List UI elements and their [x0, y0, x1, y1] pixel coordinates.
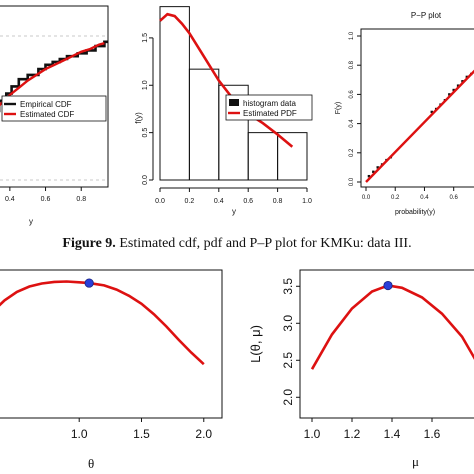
mu-x-tick-label: 1.0: [304, 427, 321, 441]
histogram-bar: [188, 68, 220, 181]
pdf-x-tick-label: 0.4: [214, 198, 224, 205]
pp-y-tick-label: 0.0: [349, 177, 355, 186]
pdf-estimated-curve: [159, 12, 294, 148]
pp-point: [376, 166, 379, 169]
pdf-x-tick-label: 1.0: [302, 198, 312, 205]
mu-x-label: μ: [412, 454, 419, 469]
pp-y-tick-label: 0.2: [349, 148, 355, 157]
pp-point: [430, 110, 433, 114]
pdf-x-tick-label: 0.6: [243, 198, 253, 205]
theta-x-ticks: 1.0 1.5 2.0: [71, 418, 212, 441]
pdf-x-tick-label: 0.0: [155, 198, 165, 205]
figure-caption-text: Estimated cdf, pdf and P–P plot for KMKu…: [119, 236, 412, 251]
cdf-chart: 0.4 0.6 0.8 y Empirical CDF Estimated CDF: [0, 5, 109, 226]
mu-y-ticks: 2.0 2.5 3.0 3.5: [281, 278, 300, 406]
theta-x-label: θ: [88, 456, 94, 471]
mu-x-ticks: 1.0 1.2 1.4 1.6: [304, 418, 441, 441]
theta-x-tick-label: 1.0: [71, 427, 88, 441]
pp-reference-line: [365, 69, 474, 183]
pp-y-ticks: 0.0 0.2 0.4 0.6 0.8 1.0: [349, 31, 361, 186]
pp-y-label: F(y): [335, 102, 342, 114]
cdf-x-tick-label: 0.4: [5, 196, 15, 203]
pdf-histogram-bars: [159, 6, 308, 181]
mu-plot-area: [310, 280, 474, 370]
pp-point: [465, 75, 469, 79]
likelihood-mu-chart: 1.0 1.2 1.4 1.6 2.0 2.5 3.0 3.5 μ L(θ, μ): [248, 269, 474, 469]
pdf-legend: histogram data Estimated PDF: [225, 94, 313, 121]
cdf-legend-box: [1, 95, 107, 122]
cdf-legend-estimated: Estimated CDF: [20, 110, 74, 119]
pp-x-ticks: 0.0 0.2 0.4 0.6: [362, 187, 459, 201]
likelihood-theta-chart: 1.0 1.5 2.0 θ: [0, 269, 223, 471]
pdf-legend-estimated: Estimated PDF: [243, 109, 297, 118]
cdf-x-label: y: [29, 217, 33, 226]
figure-caption: Figure 9. Estimated cdf, pdf and P–P plo…: [0, 236, 474, 252]
pp-y-tick-label: 0.6: [349, 90, 355, 99]
pp-chart: P−P plot 0.0 0.2 0.4 0.6 0.0 0.2 0.4 0.6 0.8 1.0…: [335, 11, 474, 216]
pp-point: [367, 174, 371, 178]
pdf-y-tick-label: 0.5: [142, 128, 149, 138]
pdf-legend-box: [225, 94, 313, 121]
mu-x-tick-label: 1.4: [384, 427, 401, 441]
pp-y-tick-label: 0.8: [349, 60, 355, 69]
pp-x-label: probability(y): [395, 209, 435, 216]
pp-point: [452, 88, 455, 92]
pdf-x-tick-label: 0.2: [185, 198, 195, 205]
mu-maximum-point: [383, 280, 393, 291]
pp-point: [461, 80, 464, 83]
pdf-y-ticks: 0.0 0.5 1.0 1.5: [142, 33, 154, 185]
mu-y-tick-label: 2.0: [281, 389, 295, 406]
pp-y-tick-label: 0.4: [349, 119, 355, 128]
cdf-x-ticks: 0.4 0.6 0.8: [5, 187, 86, 203]
cdf-plot-frame: [0, 5, 109, 188]
pp-title: P−P plot: [411, 11, 442, 20]
mu-y-label: L(θ, μ): [248, 325, 263, 363]
estimated-pdf-line: [159, 12, 294, 148]
cdf-x-tick-label: 0.8: [76, 196, 86, 203]
cdf-x-tick-label: 0.6: [41, 196, 51, 203]
pdf-y-label: f(y): [134, 112, 143, 124]
histogram-bar: [277, 132, 308, 181]
pdf-y-tick-label: 1.5: [142, 33, 149, 43]
theta-plot-frame: [0, 269, 223, 419]
mu-y-tick-label: 2.5: [281, 352, 295, 369]
pp-point: [456, 84, 460, 87]
mu-x-tick-label: 1.2: [344, 427, 361, 441]
theta-x-tick-label: 2.0: [195, 427, 212, 441]
mu-likelihood-line: [310, 284, 474, 370]
theta-maximum-point: [84, 278, 94, 288]
theta-x-tick-label: 1.5: [133, 427, 150, 441]
pdf-legend-histogram: histogram data: [243, 99, 296, 108]
histogram-bar: [159, 6, 190, 181]
pp-point: [448, 93, 451, 96]
pp-x-tick-label: 0.4: [420, 195, 429, 201]
cdf-legend-empirical: Empirical CDF: [20, 100, 72, 109]
histogram-swatch: [229, 99, 239, 106]
estimated-cdf-line: [0, 42, 105, 107]
pp-x-tick-label: 0.6: [450, 195, 459, 201]
histogram-bar: [247, 132, 279, 181]
cdf-plot-area: [0, 40, 108, 113]
figure-caption-label: Figure 9.: [62, 236, 116, 251]
pp-x-tick-label: 0.2: [391, 195, 400, 201]
pdf-x-ticks: 0.0 0.2 0.4 0.6 0.8 1.0: [155, 187, 312, 205]
theta-plot-area: [0, 278, 205, 366]
theta-likelihood-line: [0, 280, 205, 366]
pp-point: [372, 170, 375, 173]
pp-x-tick-label: 0.0: [362, 195, 371, 201]
pp-y-tick-label: 1.0: [349, 31, 355, 40]
pdf-chart: 0.0 0.2 0.4 0.6 0.8 1.0 0.0 0.5 1.0 1.5 y f(y) h…: [134, 6, 313, 216]
mu-plot-frame: [299, 269, 474, 419]
pdf-y-tick-label: 0.0: [142, 175, 149, 185]
cdf-legend: Empirical CDF Estimated CDF: [1, 95, 107, 122]
pdf-y-tick-label: 1.0: [142, 80, 149, 90]
pdf-x-label: y: [232, 207, 236, 216]
mu-y-tick-label: 3.5: [281, 278, 295, 295]
pp-plot-frame: [360, 28, 474, 188]
mu-x-tick-label: 1.6: [424, 427, 441, 441]
pdf-x-tick-label: 0.8: [273, 198, 283, 205]
mu-y-tick-label: 3.0: [281, 315, 295, 332]
pp-plot-area: [365, 69, 474, 183]
